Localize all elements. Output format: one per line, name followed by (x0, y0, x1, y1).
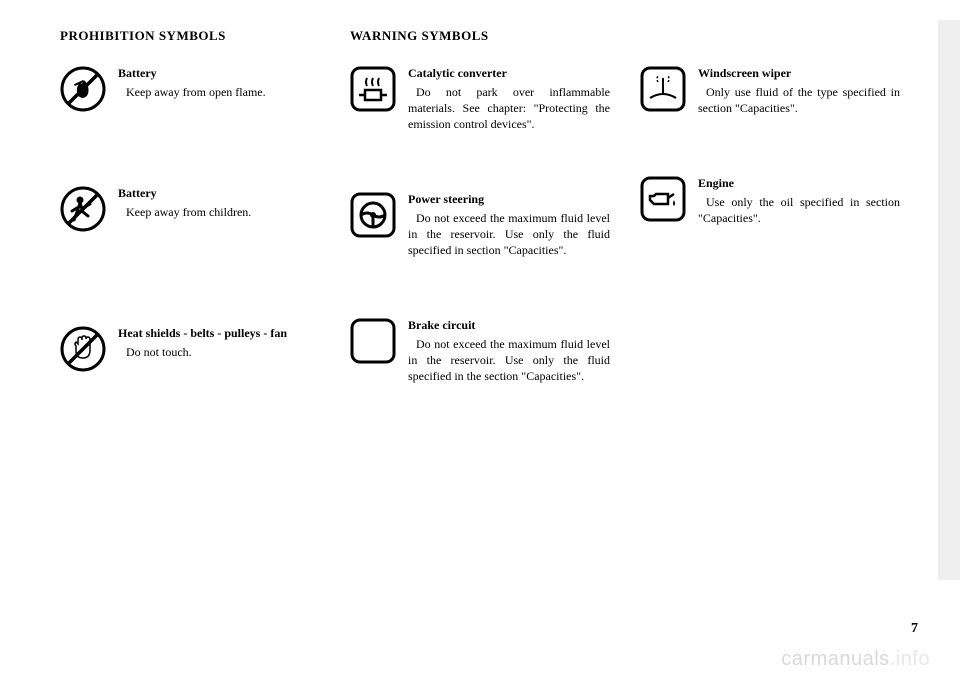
entry-catalytic: Catalytic converter Do not park over inf… (350, 66, 610, 132)
side-tab (938, 20, 960, 580)
spacer-title (640, 28, 900, 44)
entry-brake-circuit: Brake circuit Do not exceed the maximum … (350, 318, 610, 384)
power-steering-icon (350, 192, 396, 238)
watermark-main: carmanuals (781, 648, 889, 670)
engine-oil-icon (640, 176, 686, 222)
watermark: carmanuals.info (781, 648, 930, 671)
do-not-touch-icon (60, 326, 106, 372)
column-prohibition: PROHIBITION SYMBOLS Battery Keep away fr… (60, 28, 320, 444)
catalytic-converter-icon (350, 66, 396, 112)
keep-away-children-icon (60, 186, 106, 232)
entry-windscreen: Windscreen wiper Only use fluid of the t… (640, 66, 900, 116)
watermark-suffix: .info (890, 648, 930, 670)
windscreen-wiper-icon (640, 66, 686, 112)
column-warning-2: Windscreen wiper Only use fluid of the t… (640, 28, 900, 444)
content-columns: PROHIBITION SYMBOLS Battery Keep away fr… (60, 28, 900, 444)
no-open-flame-icon (60, 66, 106, 112)
entry-heat-shields: Heat shields - belts - pulleys - fan Do … (60, 326, 320, 376)
entry-battery-flame: Battery Keep away from open flame. (60, 66, 320, 116)
prohibition-title: PROHIBITION SYMBOLS (60, 28, 320, 44)
entry-battery-children: Battery Keep away from children. (60, 186, 320, 236)
page-number: 7 (911, 621, 918, 637)
warning-title: WARNING SYMBOLS (350, 28, 610, 44)
entry-engine: Engine Use only the oil specified in sec… (640, 176, 900, 226)
manual-page: PROHIBITION SYMBOLS Battery Keep away fr… (0, 0, 960, 679)
column-warning-1: WARNING SYMBOLS Catalytic converter Do n… (350, 28, 610, 444)
brake-circuit-icon (350, 318, 396, 364)
entry-power-steering: Power steering Do not exceed the maximum… (350, 192, 610, 258)
